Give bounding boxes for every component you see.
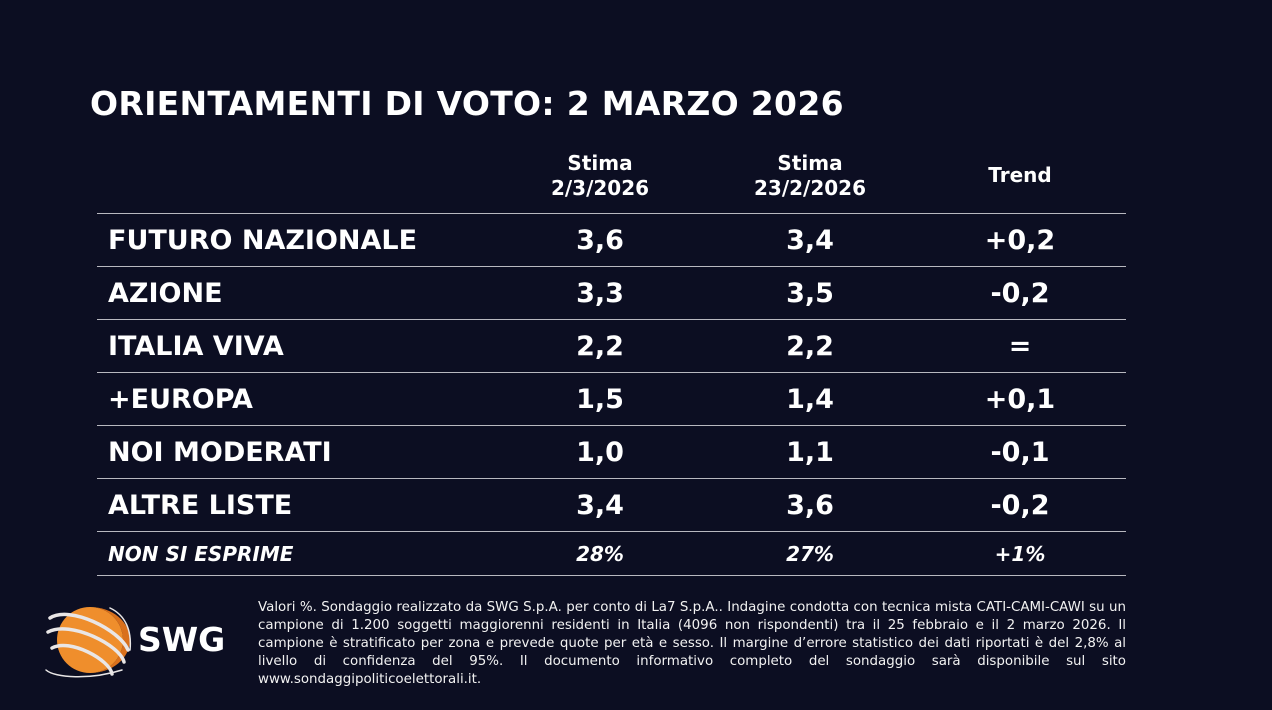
table-row: ALTRE LISTE 3,4 3,6 -0,2 <box>97 478 1126 531</box>
poll-table: FUTURO NAZIONALE 3,6 3,4 +0,2 AZIONE 3,3 3,5 -0… <box>97 213 1126 576</box>
column-header-current: Stima 2/3/2026 <box>500 151 700 201</box>
current-estimate: 3,3 <box>576 277 624 309</box>
trend-value: +0,2 <box>984 224 1056 256</box>
party-name: NOI MODERATI <box>108 436 332 468</box>
column-header-line1: Stima <box>567 151 633 175</box>
column-header-line1: Trend <box>988 163 1052 187</box>
current-estimate: 28% <box>576 541 624 566</box>
previous-estimate: 2,2 <box>786 330 834 362</box>
current-estimate: 3,6 <box>576 224 624 256</box>
table-row: ITALIA VIVA 2,2 2,2 = <box>97 319 1126 372</box>
previous-estimate: 3,4 <box>786 224 834 256</box>
previous-estimate: 1,1 <box>786 436 834 468</box>
table-row: FUTURO NAZIONALE 3,6 3,4 +0,2 <box>97 213 1126 266</box>
table-row: AZIONE 3,3 3,5 -0,2 <box>97 266 1126 319</box>
column-header-previous: Stima 23/2/2026 <box>710 151 910 201</box>
page-title: ORIENTAMENTI DI VOTO: 2 MARZO 2026 <box>90 84 844 123</box>
previous-estimate: 3,6 <box>786 489 834 521</box>
methodology-footnote: Valori %. Sondaggio realizzato da SWG S.… <box>258 600 1126 687</box>
current-estimate: 3,4 <box>576 489 624 521</box>
column-header-line2: 23/2/2026 <box>753 176 867 200</box>
table-row: NON SI ESPRIME 28% 27% +1% <box>97 531 1126 576</box>
column-header-line1: Stima <box>777 151 843 175</box>
party-name: FUTURO NAZIONALE <box>108 224 418 256</box>
trend-value: -0,1 <box>990 436 1050 468</box>
column-header-line2: 2/3/2026 <box>550 176 650 200</box>
trend-value: +1% <box>994 541 1046 566</box>
swg-logo: SWG <box>40 600 240 680</box>
trend-value: +0,1 <box>984 383 1056 415</box>
previous-estimate: 3,5 <box>786 277 834 309</box>
current-estimate: 1,0 <box>576 436 624 468</box>
table-row: NOI MODERATI 1,0 1,1 -0,1 <box>97 425 1126 478</box>
trend-value: -0,2 <box>990 489 1050 521</box>
trend-value: -0,2 <box>990 277 1050 309</box>
party-name: AZIONE <box>108 277 223 309</box>
previous-estimate: 27% <box>786 541 834 566</box>
logo-text: SWG <box>138 620 225 659</box>
party-name: ITALIA VIVA <box>108 330 284 362</box>
column-header-trend: Trend <box>920 163 1120 188</box>
current-estimate: 1,5 <box>576 383 624 415</box>
party-name: NON SI ESPRIME <box>108 541 294 566</box>
globe-icon: SWG <box>45 607 225 678</box>
previous-estimate: 1,4 <box>786 383 834 415</box>
current-estimate: 2,2 <box>576 330 624 362</box>
trend-value: = <box>1008 330 1032 362</box>
table-row: +EUROPA 1,5 1,4 +0,1 <box>97 372 1126 425</box>
party-name: +EUROPA <box>108 383 253 415</box>
party-name: ALTRE LISTE <box>108 489 293 521</box>
